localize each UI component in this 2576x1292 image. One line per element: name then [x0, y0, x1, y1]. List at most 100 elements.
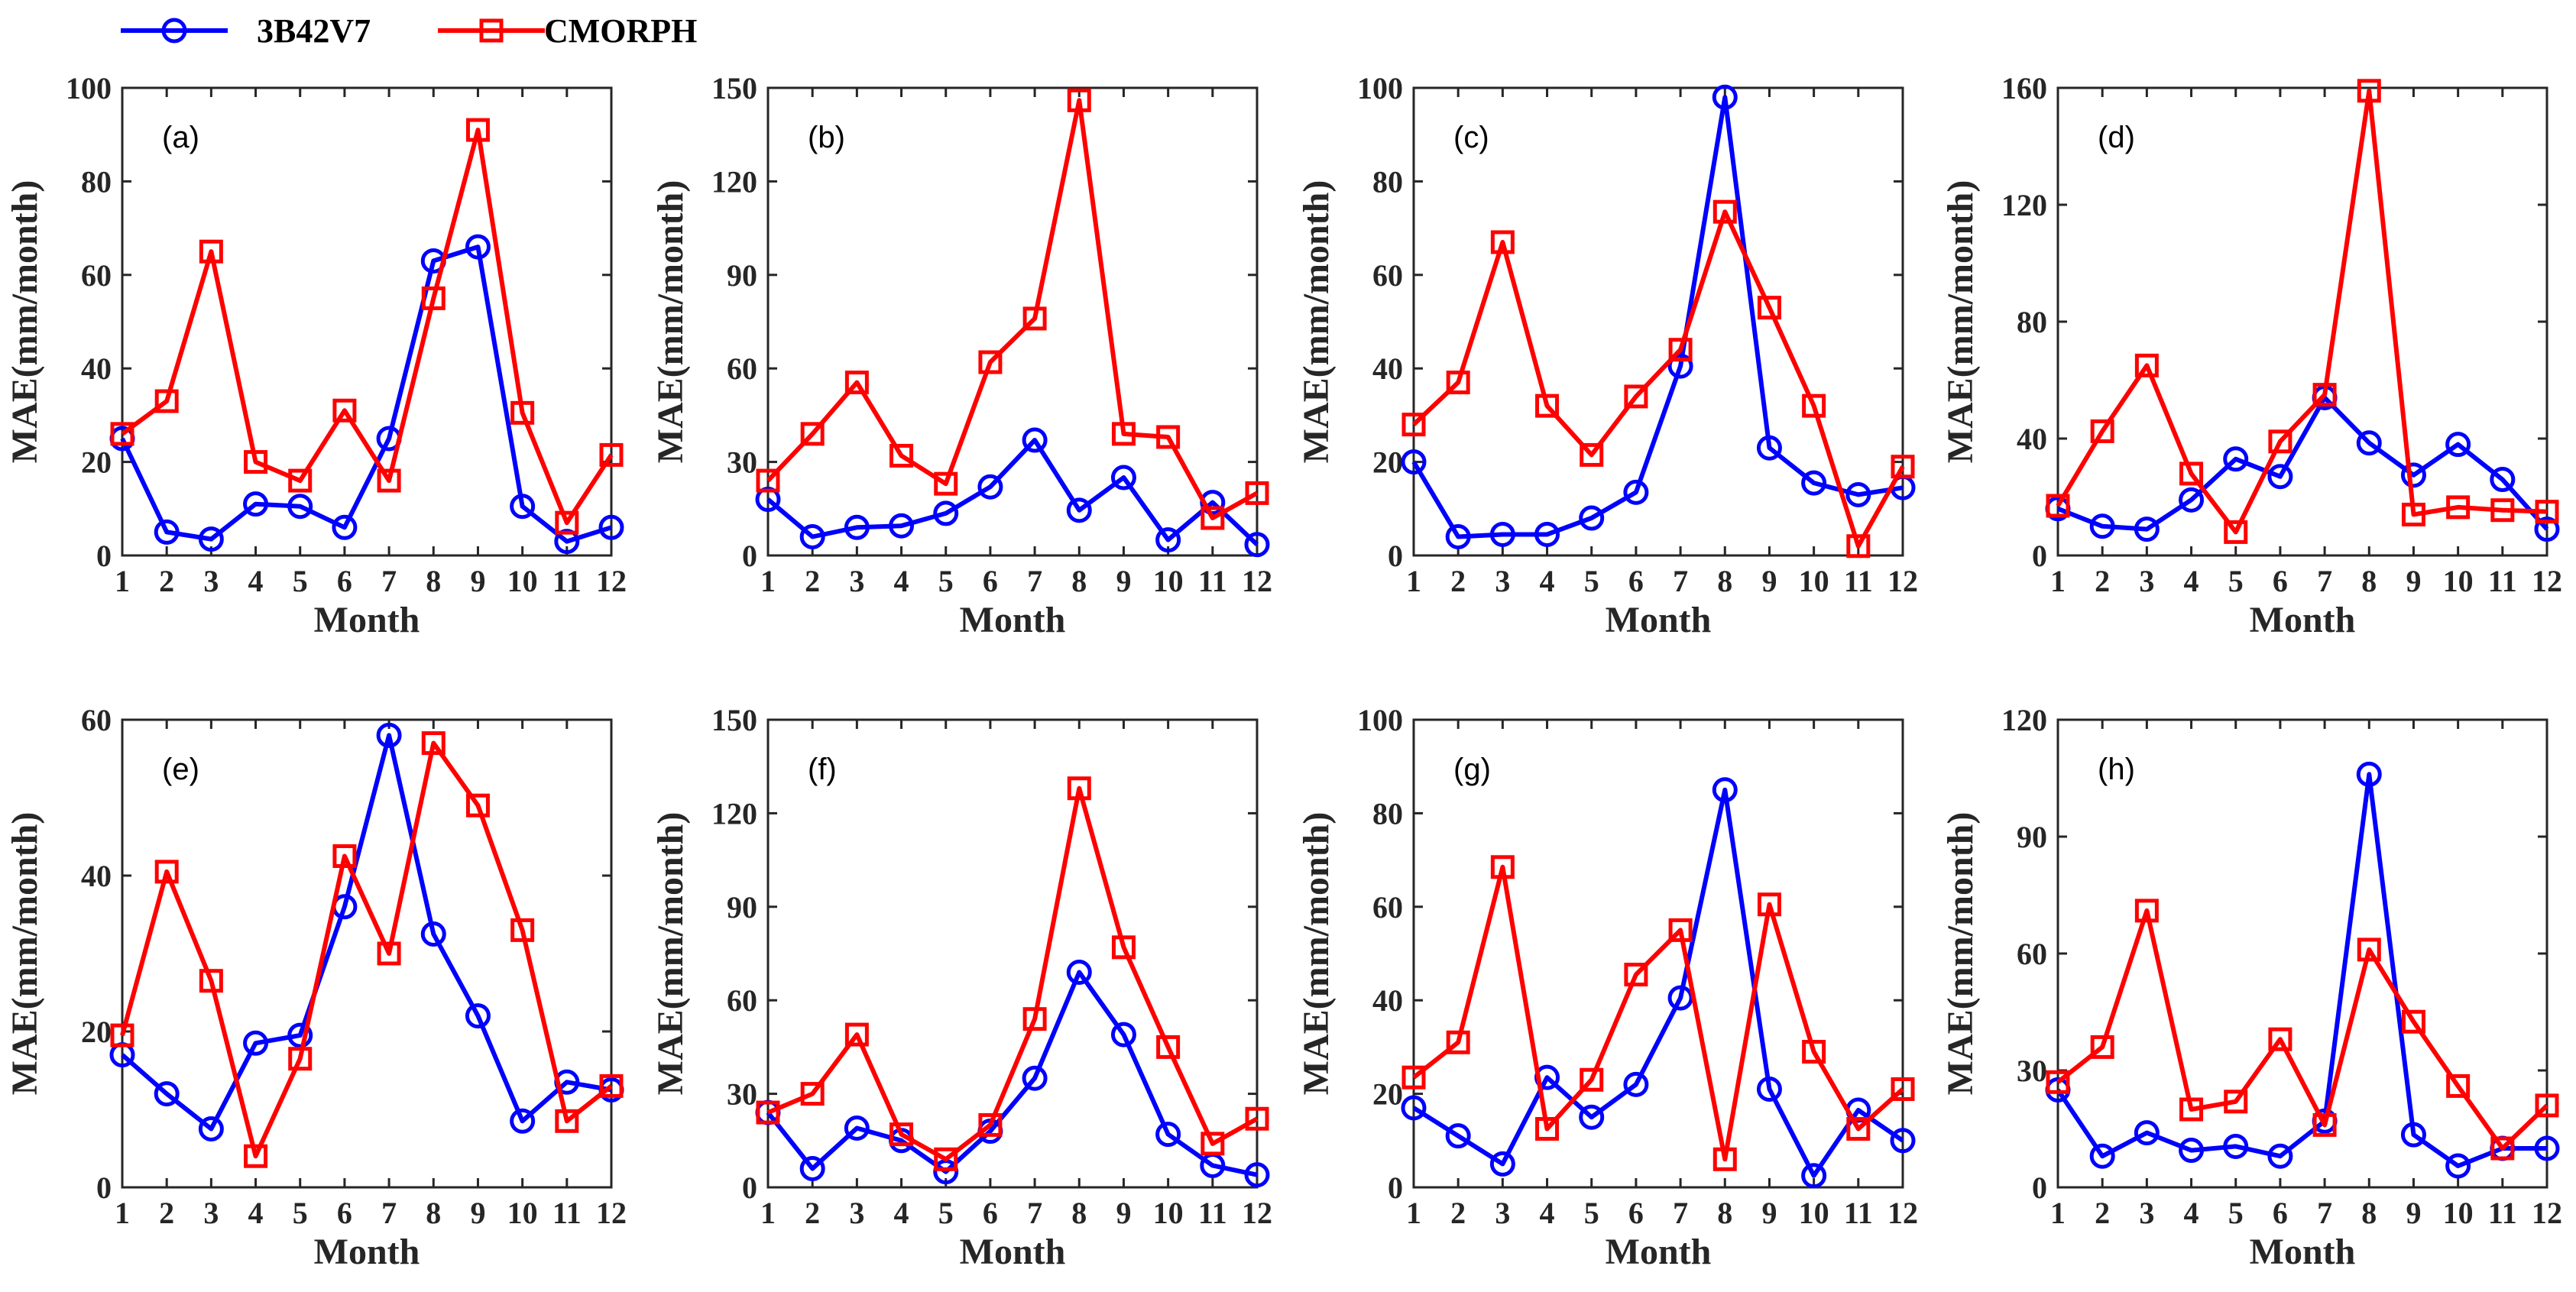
data-point-circle [2089, 513, 2115, 539]
data-point-square [2224, 520, 2248, 544]
data-point-circle [1845, 481, 1871, 507]
data-point-circle [1445, 1123, 1471, 1149]
data-point-circle [332, 514, 358, 540]
x-tick-label: 11 [2488, 564, 2517, 598]
data-point-square [2046, 494, 2070, 518]
y-tick-label: 30 [727, 445, 757, 480]
series-3b42v7 [755, 427, 1270, 558]
x-tick-label: 8 [2361, 1196, 2377, 1230]
x-tick-label: 8 [1071, 564, 1087, 598]
data-point-square [510, 400, 535, 425]
data-point-circle [2089, 1143, 2115, 1169]
data-point-circle [510, 494, 536, 520]
x-tick-label: 1 [760, 564, 776, 598]
x-tick-label: 6 [2273, 564, 2288, 598]
data-point-circle [1756, 1076, 1782, 1102]
series-cmorph [1401, 199, 1915, 559]
data-point-square [1245, 481, 1269, 505]
data-point-circle [1623, 479, 1649, 505]
x-tick-label: 11 [1844, 1196, 1873, 1230]
data-point-circle [1579, 1104, 1605, 1130]
x-tick-label: 6 [1628, 1196, 1644, 1230]
series-line-3b42v7 [766, 438, 1259, 546]
data-point-circle [2356, 430, 2382, 456]
y-tick-label: 20 [1372, 445, 1403, 480]
y-tick-label: 60 [1372, 890, 1403, 924]
x-tick-label: 4 [1540, 564, 1555, 598]
series-cmorph [2046, 899, 2559, 1161]
data-point-square [377, 468, 401, 493]
x-axis-title: Month [960, 1232, 1066, 1272]
x-axis-title: Month [314, 600, 420, 640]
data-point-square [1757, 892, 1781, 917]
series-line-cmorph [120, 740, 613, 1159]
panel-label: (g) [1453, 753, 1491, 786]
x-tick-label: 1 [1406, 564, 1421, 598]
x-tick-label: 7 [2317, 1196, 2332, 1230]
x-tick-label: 1 [115, 564, 130, 598]
y-tick-label: 40 [81, 351, 112, 386]
data-point-circle [1244, 532, 1270, 558]
y-tick-label: 120 [2001, 703, 2047, 737]
x-tick-label: 12 [596, 564, 627, 598]
data-point-circle [2134, 516, 2160, 542]
y-tick-label: 0 [96, 539, 112, 573]
data-point-square [288, 468, 313, 493]
data-point-circle [1489, 1151, 1515, 1177]
x-axis-title: Month [1606, 1232, 1712, 1272]
x-tick-label: 11 [552, 1196, 582, 1230]
axes-box [2056, 86, 2548, 557]
y-tick-label: 60 [81, 258, 112, 293]
data-point-circle [2223, 446, 2249, 472]
data-point-square [1401, 1065, 1426, 1090]
data-point-square [1201, 506, 1225, 530]
x-axis-title: Month [314, 1232, 420, 1272]
data-point-circle [1489, 521, 1515, 547]
x-tick-label: 5 [2228, 564, 2244, 598]
x-tick-label: 2 [2095, 564, 2110, 598]
series-cmorph [1401, 855, 1915, 1171]
data-point-circle [799, 1156, 825, 1182]
data-point-square [1712, 1147, 1737, 1171]
data-point-square [2224, 1090, 2248, 1114]
x-tick-label: 4 [2184, 564, 2199, 598]
y-axis-title: MAE(mm/month) [650, 812, 691, 1096]
data-point-square [1156, 425, 1181, 449]
x-tick-label: 10 [1799, 564, 1829, 598]
data-point-square [465, 118, 490, 142]
data-point-square [1111, 935, 1136, 960]
x-tick-label: 10 [507, 1196, 538, 1230]
y-tick-label: 90 [2017, 820, 2047, 854]
data-point-circle [1401, 1095, 1427, 1121]
data-point-square [934, 471, 958, 496]
data-point-circle [1667, 353, 1693, 379]
x-tick-label: 12 [2532, 1196, 2562, 1230]
y-tick-label: 0 [1388, 1171, 1403, 1205]
y-axis-title: MAE(mm/month) [5, 812, 45, 1096]
data-point-square [1201, 1132, 1225, 1156]
data-point-square [599, 1073, 624, 1098]
axes-box [121, 86, 613, 557]
data-point-square [2268, 429, 2292, 454]
data-point-circle [1756, 435, 1782, 461]
data-point-circle [243, 1030, 269, 1056]
data-point-square [2535, 1093, 2559, 1118]
x-tick-label: 8 [426, 1196, 441, 1230]
legend-entry-3b42v7: 3B42V7 [121, 12, 371, 50]
data-point-circle [889, 513, 915, 539]
data-point-circle [420, 921, 446, 947]
y-tick-label: 20 [1372, 1077, 1403, 1112]
x-tick-label: 2 [1450, 1196, 1466, 1230]
x-axis-title: Month [2250, 1232, 2356, 1272]
x-tick-label: 12 [1242, 564, 1272, 598]
panel-label: (e) [162, 753, 199, 786]
data-point-square [1712, 199, 1737, 224]
x-tick-label: 8 [426, 564, 441, 598]
x-tick-label: 7 [1027, 1196, 1042, 1230]
x-tick-label: 7 [2317, 564, 2332, 598]
data-point-circle [1401, 449, 1427, 475]
x-tick-label: 10 [2443, 1196, 2474, 1230]
data-point-square [199, 239, 223, 264]
legend-entry-cmorph: CMORPH [438, 12, 697, 50]
x-tick-label: 10 [507, 564, 538, 598]
